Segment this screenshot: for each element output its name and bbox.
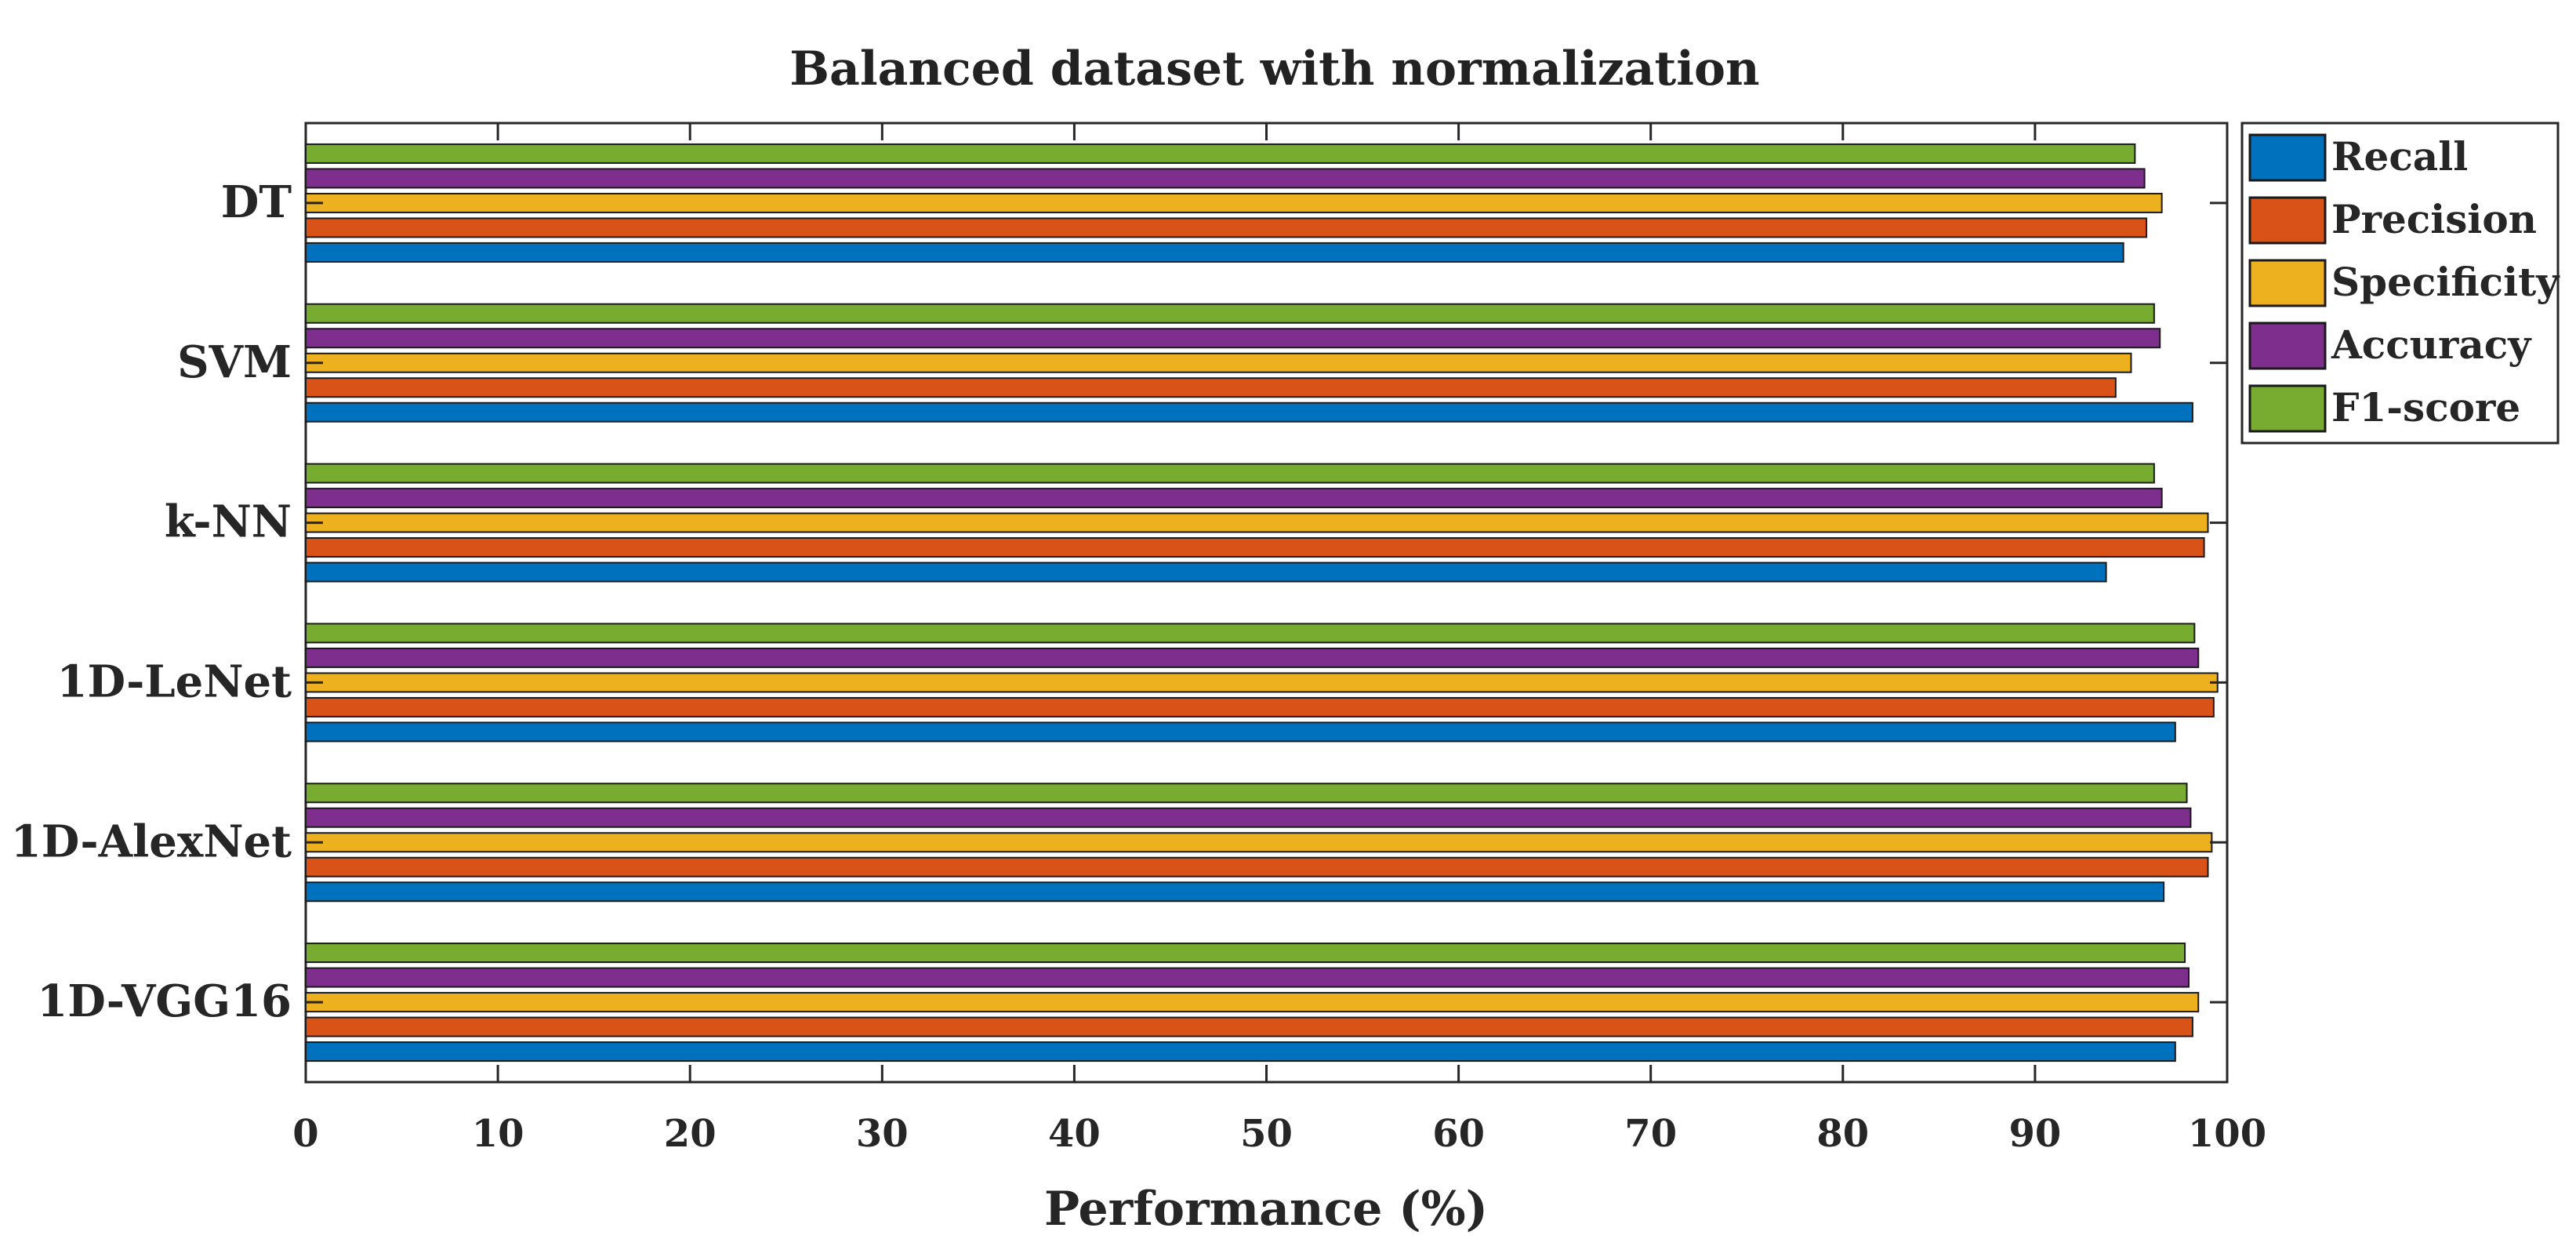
bar-1d-lenet-recall: [305, 721, 2176, 743]
bar-1d-vgg16-precision: [305, 1016, 2193, 1037]
category-label: DT: [221, 176, 292, 228]
legend-swatch-specificity: [2248, 259, 2327, 307]
legend-label: Recall: [2331, 133, 2468, 180]
bar-1d-alexnet-precision: [305, 856, 2209, 877]
legend-label: F1-score: [2331, 384, 2520, 430]
bar-svm-specificity: [305, 352, 2132, 373]
bar-1d-alexnet-accuracy: [305, 807, 2192, 828]
legend-label: Accuracy: [2331, 321, 2532, 368]
bar-k-nn-precision: [305, 537, 2205, 558]
bar-1d-alexnet-f1-score: [305, 783, 2188, 804]
x-tick-label: 80: [1816, 1112, 1869, 1156]
bar-1d-alexnet-recall: [305, 881, 2165, 903]
bar-k-nn-recall: [305, 561, 2107, 583]
bar-dt-recall: [305, 242, 2124, 263]
legend-swatch-precision: [2248, 196, 2327, 245]
x-tick-label: 60: [1432, 1112, 1485, 1156]
bar-k-nn-f1-score: [305, 463, 2155, 484]
plot-area: [304, 122, 2229, 1084]
bar-1d-lenet-specificity: [305, 672, 2219, 693]
bar-svm-precision: [305, 377, 2117, 398]
x-tick-label: 0: [292, 1112, 318, 1156]
x-tick-label: 70: [1624, 1112, 1677, 1156]
bar-svm-recall: [305, 401, 2193, 423]
chart-title: Balanced dataset with normalization: [789, 42, 1759, 96]
bar-dt-f1-score: [305, 143, 2136, 164]
legend-swatch-f1-score: [2248, 384, 2327, 433]
bar-1d-vgg16-accuracy: [305, 967, 2190, 988]
category-label: 1D-VGG16: [37, 975, 292, 1027]
x-tick-label: 50: [1240, 1112, 1293, 1156]
x-tick-labels: 0 10 20 30 40 50 60 70 80 90 100: [292, 1112, 2266, 1156]
bar-k-nn-accuracy: [305, 488, 2163, 509]
bar-svm-f1-score: [305, 303, 2155, 324]
bar-1d-vgg16-specificity: [305, 992, 2200, 1013]
x-tick-label: 20: [664, 1112, 717, 1156]
x-tick-label: 90: [2009, 1112, 2062, 1156]
category-label: 1D-AlexNet: [11, 816, 292, 867]
category-label: SVM: [177, 336, 292, 388]
x-tick-label: 100: [2188, 1112, 2266, 1156]
bar-svm-accuracy: [305, 328, 2161, 349]
bar-k-nn-specificity: [305, 512, 2209, 533]
bar-dt-accuracy: [305, 168, 2146, 189]
legend-label: Specificity: [2331, 259, 2560, 305]
category-label: k-NN: [165, 496, 292, 548]
bar-1d-lenet-precision: [305, 696, 2215, 717]
bar-dt-precision: [305, 217, 2148, 238]
category-labels: DT SVM k-NN 1D-LeNet 1D-AlexNet 1D-VGG16: [11, 176, 292, 1027]
bar-1d-vgg16-recall: [305, 1041, 2176, 1063]
legend-swatch-recall: [2248, 133, 2327, 182]
bar-1d-lenet-f1-score: [305, 623, 2196, 644]
bars-layer: [305, 143, 2219, 1063]
x-tick-label: 40: [1048, 1112, 1101, 1156]
bar-1d-alexnet-specificity: [305, 832, 2213, 853]
legend: Recall Precision Specificity Accuracy F1-sco…: [2240, 122, 2560, 445]
ticks-layer: [304, 123, 2229, 1082]
legend-swatch-accuracy: [2248, 321, 2327, 370]
x-axis-label: Performance (%): [1044, 1182, 1488, 1237]
x-tick-label: 10: [472, 1112, 524, 1156]
bar-1d-vgg16-f1-score: [305, 943, 2186, 964]
bar-dt-specificity: [305, 192, 2163, 213]
bar-1d-lenet-accuracy: [305, 647, 2200, 668]
legend-label: Precision: [2331, 196, 2537, 242]
x-tick-label: 30: [856, 1112, 909, 1156]
category-label: 1D-LeNet: [57, 656, 292, 707]
